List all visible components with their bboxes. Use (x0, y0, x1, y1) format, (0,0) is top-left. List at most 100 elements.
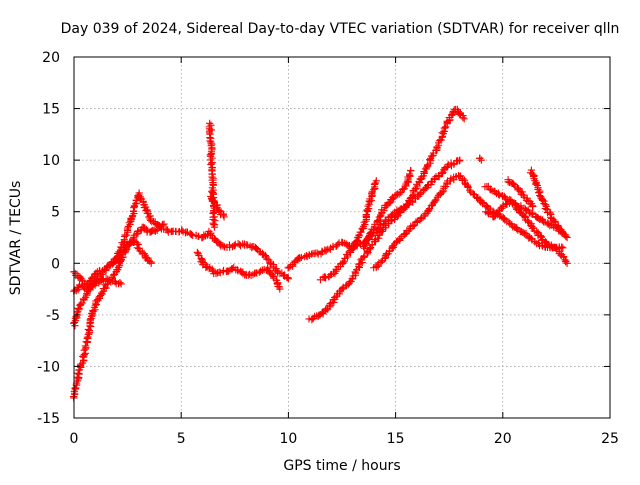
data-point (459, 114, 467, 122)
y-tick-label: -10 (37, 359, 60, 375)
data-point (477, 156, 485, 164)
x-tick-label: 0 (70, 431, 79, 447)
data-point (261, 251, 270, 260)
data-point (146, 216, 155, 225)
series-track-13 (476, 154, 485, 164)
data-point (147, 259, 155, 267)
data-point (361, 240, 370, 248)
data-point (352, 237, 360, 246)
series-track-5 (205, 119, 219, 231)
data-point (495, 190, 503, 199)
data-point (102, 284, 110, 292)
data-point (563, 259, 571, 267)
data-point (407, 166, 415, 175)
series-track-1 (70, 189, 292, 290)
data-point (510, 180, 518, 189)
data-point (401, 230, 409, 238)
data-point (431, 197, 439, 205)
y-tick-label: 20 (42, 50, 60, 66)
data-point (421, 185, 429, 193)
data-point (389, 242, 397, 250)
x-tick-label: 10 (279, 431, 297, 447)
x-tick-label: 25 (601, 431, 619, 447)
data-point (539, 196, 547, 205)
data-point (558, 227, 566, 236)
data-point (423, 181, 432, 189)
series-track-9 (305, 156, 464, 324)
series-track-15 (482, 197, 567, 253)
data-point (487, 186, 495, 194)
x-tick-label: 15 (387, 431, 405, 447)
data-point (209, 219, 217, 227)
y-tick-label: -15 (37, 411, 60, 427)
data-point (359, 222, 368, 230)
series-track-4 (70, 274, 125, 295)
data-point (83, 334, 91, 342)
data-point (559, 228, 567, 236)
data-point (276, 285, 284, 293)
data-point (433, 143, 441, 151)
data-point (442, 123, 450, 131)
data-point (456, 156, 464, 164)
data-point (372, 177, 380, 185)
data-point (116, 252, 124, 260)
data-point (559, 244, 567, 252)
series-track-7 (193, 248, 284, 293)
data-point (495, 191, 503, 199)
data-point (409, 222, 417, 230)
data-point (322, 274, 330, 282)
data-point (528, 222, 536, 231)
data-point (363, 206, 371, 214)
data-point (334, 240, 342, 249)
data-point (112, 256, 121, 264)
data-point (296, 254, 304, 263)
data-points (69, 105, 571, 402)
data-point (366, 230, 374, 238)
data-point (455, 109, 463, 117)
series-track-11 (359, 166, 415, 252)
data-point (268, 271, 276, 279)
data-point (513, 225, 521, 233)
data-point (116, 279, 124, 287)
data-point (207, 160, 216, 168)
axis-tick-labels: 0 5 10 15 20 25 -15 -10 -5 0 5 10 15 20 (37, 50, 619, 447)
data-point (355, 260, 363, 268)
data-point (81, 342, 90, 350)
data-point (210, 223, 219, 231)
data-point (219, 242, 227, 250)
series-track-17 (526, 166, 567, 236)
data-point (239, 270, 247, 278)
data-point (522, 196, 531, 204)
y-tick-label: -5 (46, 308, 60, 324)
chart-title: Day 039 of 2024, Sidereal Day-to-day VTE… (61, 21, 620, 37)
data-point (284, 275, 292, 283)
data-point (558, 243, 566, 251)
y-tick-label: 5 (51, 205, 60, 221)
data-point (208, 187, 216, 195)
data-point (412, 218, 420, 226)
x-axis-label: GPS time / hours (283, 458, 400, 474)
data-point (530, 224, 538, 232)
data-point (370, 181, 379, 189)
data-point (393, 213, 401, 221)
data-point (219, 211, 227, 219)
y-tick-label: 10 (42, 153, 60, 169)
data-point (514, 186, 523, 194)
data-point (117, 280, 125, 288)
data-point (119, 247, 127, 255)
data-point (220, 213, 228, 221)
data-point (126, 220, 134, 229)
data-point (208, 266, 217, 274)
data-point (122, 231, 131, 239)
data-point (563, 233, 571, 242)
series-track-16 (504, 176, 537, 211)
x-tick-label: 5 (177, 431, 186, 447)
data-point (441, 124, 449, 132)
data-point (515, 205, 523, 213)
data-point (377, 258, 385, 266)
data-point (356, 228, 364, 236)
data-point (160, 220, 168, 228)
data-point (86, 315, 94, 323)
data-point (529, 202, 537, 211)
